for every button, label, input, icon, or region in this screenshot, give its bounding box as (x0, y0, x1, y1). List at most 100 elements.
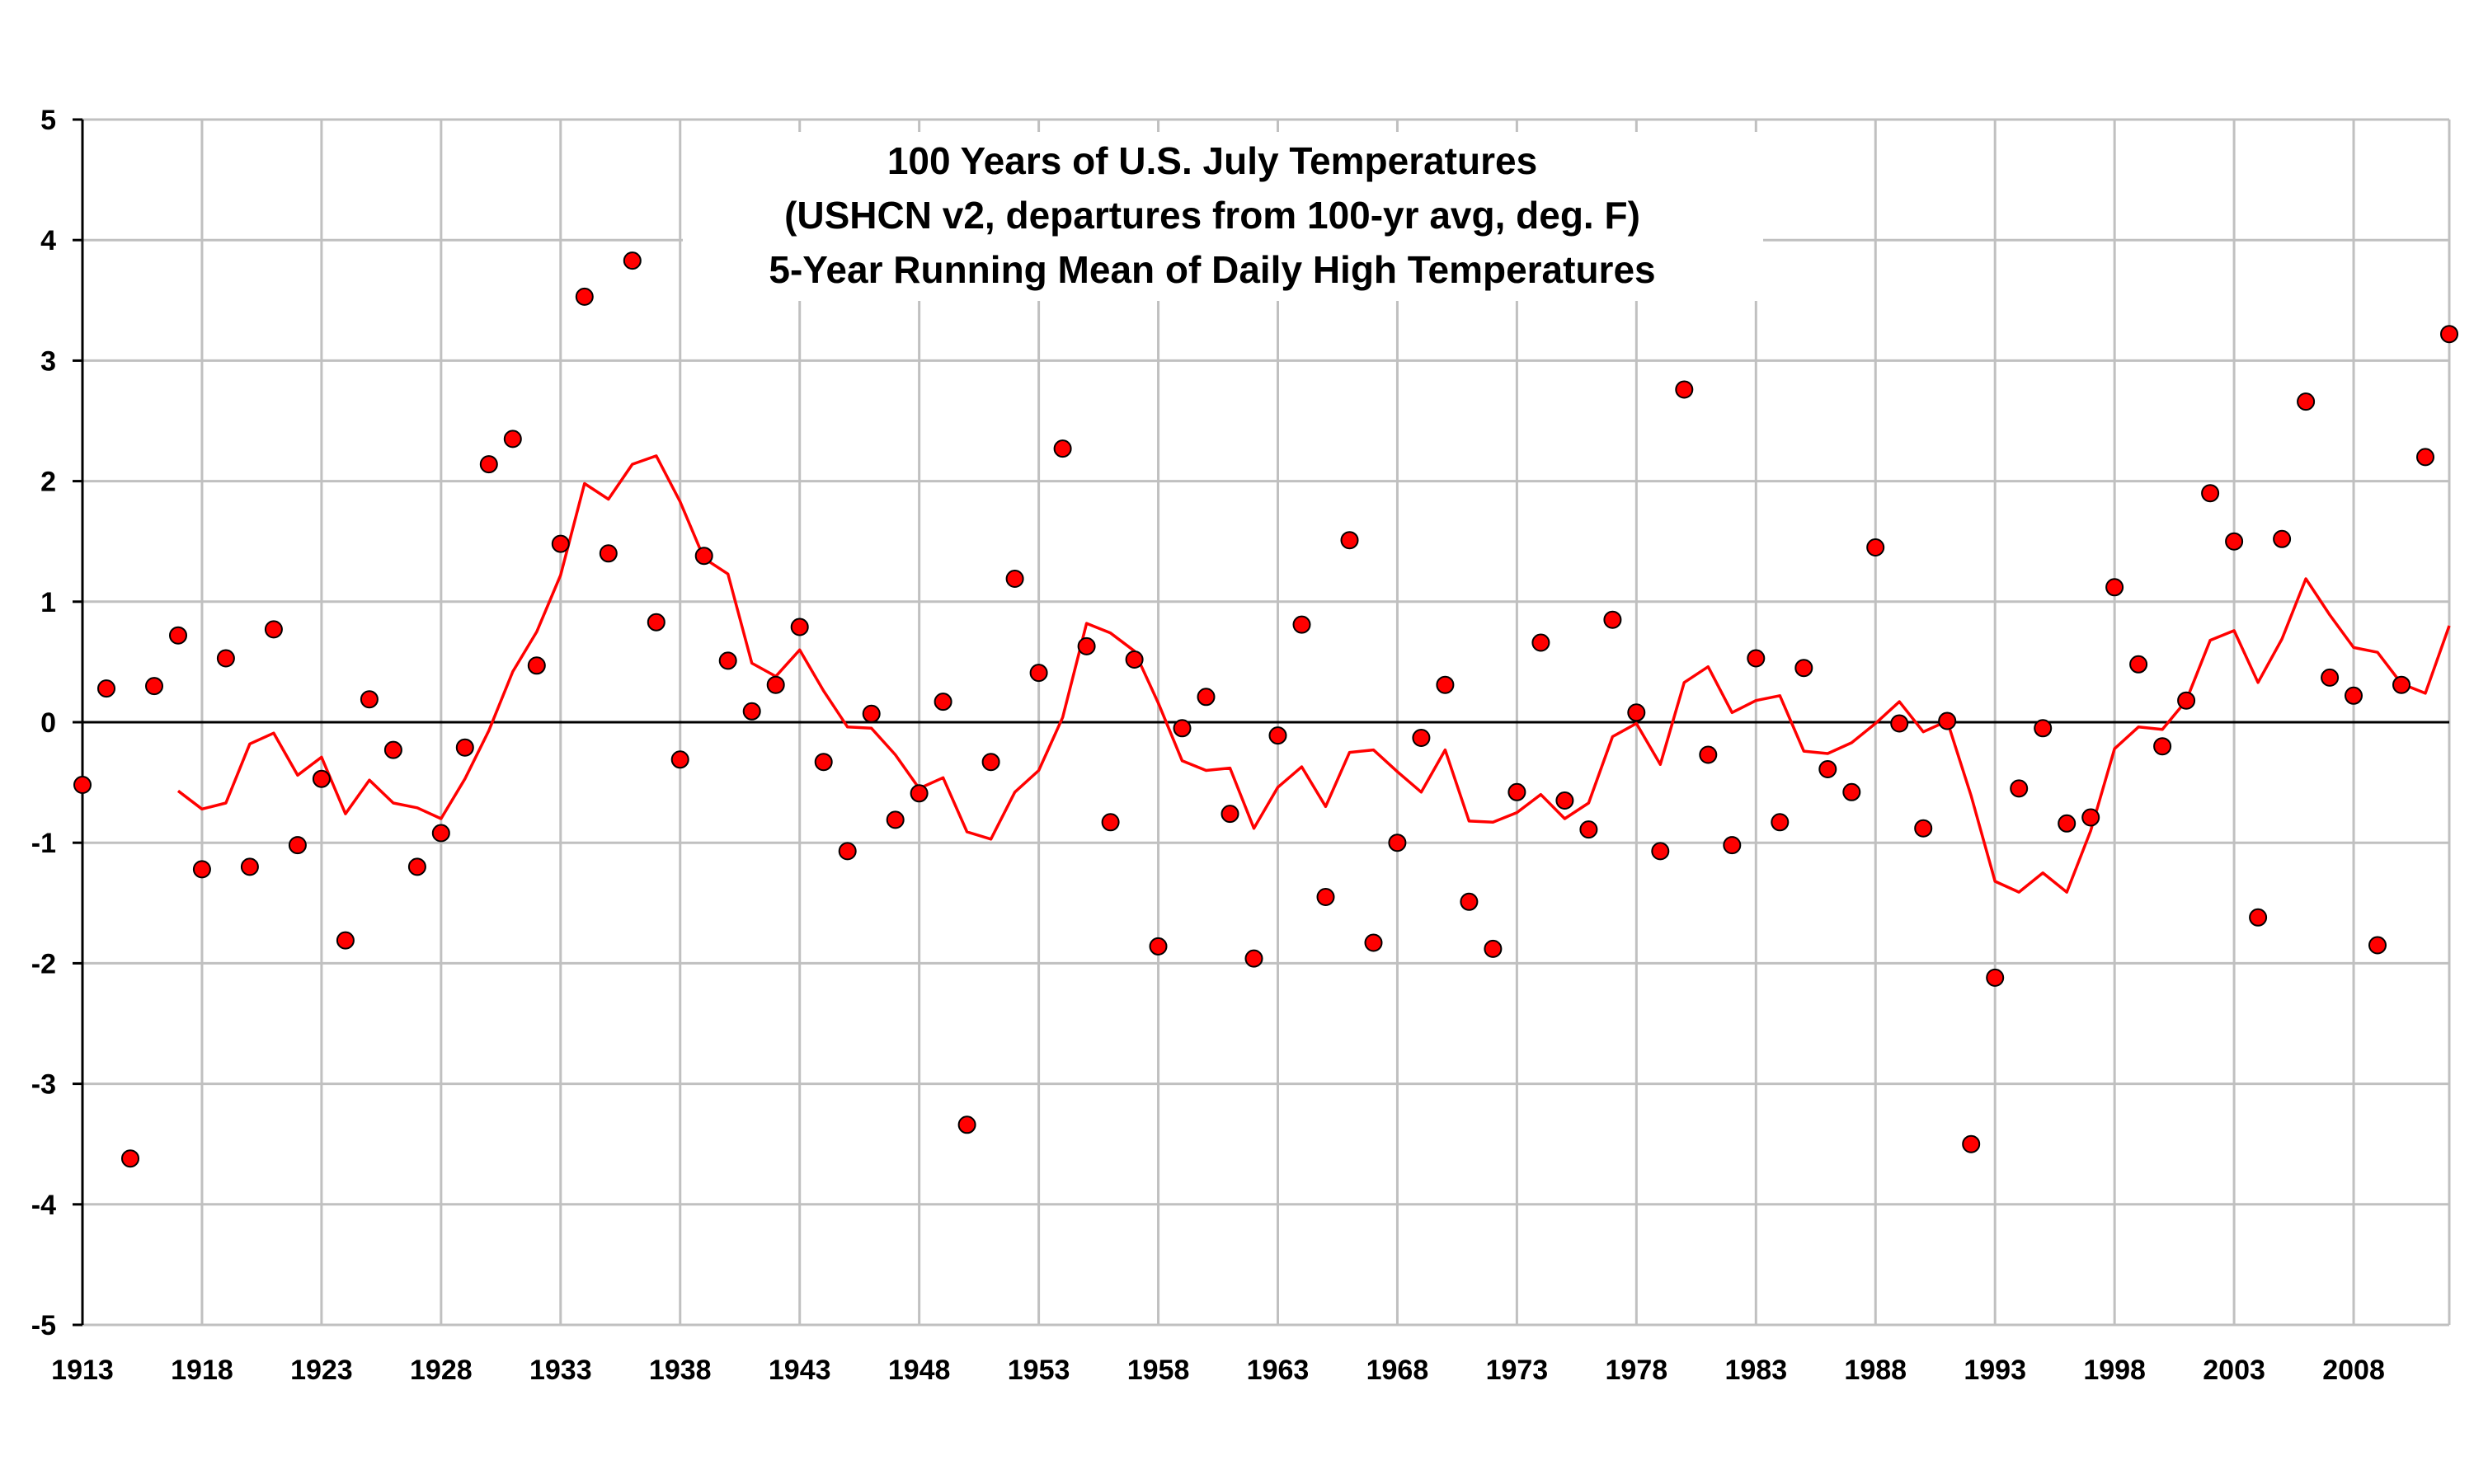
data-point (407, 857, 426, 876)
x-tick-label: 1933 (529, 1355, 592, 1386)
data-point (2058, 814, 2077, 833)
data-point (455, 738, 474, 757)
data-point (1149, 937, 1168, 956)
data-point (2201, 484, 2220, 503)
data-point (2249, 908, 2268, 927)
data-point (718, 651, 737, 670)
data-point (1244, 949, 1263, 968)
x-tick-label: 1988 (1844, 1355, 1907, 1386)
data-point (1842, 782, 1861, 801)
data-point (1818, 760, 1837, 778)
data-point (360, 690, 379, 709)
data-point (169, 626, 187, 645)
x-tick-label: 1913 (51, 1355, 114, 1386)
x-tick-label: 1998 (2083, 1355, 2146, 1386)
data-point (1101, 813, 1120, 832)
data-point (742, 702, 761, 721)
data-point (862, 704, 881, 723)
data-point (1771, 813, 1790, 832)
data-point (2321, 668, 2340, 687)
data-point (814, 753, 833, 772)
data-point (1794, 659, 1813, 678)
y-tick-label: -3 (31, 1069, 56, 1101)
data-point (1507, 782, 1526, 801)
data-point (1412, 729, 1431, 747)
data-point (1866, 538, 1885, 556)
y-tick-label: 1 (40, 587, 56, 618)
running-mean-line (176, 454, 2451, 894)
data-point (981, 753, 1000, 772)
data-point (1197, 688, 1216, 707)
y-tick-label: 3 (40, 345, 56, 377)
data-point (145, 677, 163, 696)
data-point (1173, 719, 1192, 738)
data-point (1962, 1134, 1981, 1153)
x-tick-label: 1953 (1008, 1355, 1070, 1386)
data-point (1699, 745, 1718, 764)
x-tick-label: 1918 (171, 1355, 233, 1386)
data-point (599, 544, 618, 563)
data-point (1268, 726, 1287, 745)
x-tick-label: 1978 (1606, 1355, 1668, 1386)
x-tick-labels: 1913 1918 1923 1928 1933 1938 1943 1948 1953 1958… (51, 1355, 2385, 1386)
x-tick-label: 1968 (1366, 1355, 1429, 1386)
data-point (2368, 936, 2387, 955)
data-point (192, 860, 211, 879)
data-point (647, 613, 666, 632)
data-point (551, 534, 570, 553)
x-tick-label: 1943 (769, 1355, 831, 1386)
data-point (2440, 325, 2458, 344)
data-point (838, 842, 857, 861)
chart-title-line-1: 100 Years of U.S. July Temperatures (887, 139, 1537, 182)
data-point (1316, 888, 1335, 906)
data-point (886, 810, 905, 829)
data-point (1914, 819, 1933, 838)
x-tick-label: 1983 (1724, 1355, 1787, 1386)
data-point (1125, 650, 1144, 669)
data-point (1340, 531, 1359, 550)
data-point (1723, 836, 1742, 855)
data-point (1436, 675, 1455, 694)
y-tick-labels: 5 4 3 2 1 0 -1 -2 -3 -4 -5 (31, 105, 56, 1341)
data-point (575, 287, 594, 306)
data-point (336, 931, 355, 950)
data-point (1651, 842, 1670, 861)
x-tick-label: 2008 (2322, 1355, 2385, 1386)
data-point (1077, 636, 1096, 655)
data-point (479, 455, 498, 474)
data-point (527, 656, 546, 675)
x-tick-label: 2003 (2203, 1355, 2265, 1386)
data-point (2177, 691, 2196, 710)
data-point (1579, 820, 1598, 839)
data-point (288, 836, 307, 855)
data-point (910, 784, 929, 803)
data-point (383, 740, 402, 759)
data-point (1053, 439, 1072, 458)
data-point (2081, 808, 2100, 827)
y-tick-label: -1 (31, 828, 56, 859)
data-point (2153, 737, 2172, 756)
x-tick-label: 1993 (1964, 1355, 2026, 1386)
y-tick-label: 0 (40, 707, 56, 739)
x-tick-label: 1938 (649, 1355, 712, 1386)
data-point (2010, 779, 2029, 798)
data-point (503, 430, 522, 448)
data-point (2105, 578, 2124, 597)
x-tick-label: 1973 (1486, 1355, 1549, 1386)
x-tick-label: 1963 (1247, 1355, 1310, 1386)
data-point (670, 750, 689, 769)
data-point (1627, 703, 1646, 722)
data-point (312, 769, 331, 788)
y-tick-label: 2 (40, 467, 56, 498)
title-box (683, 132, 1763, 301)
data-point (1675, 380, 1694, 399)
data-point (766, 675, 785, 694)
data-point (431, 824, 450, 843)
data-points (73, 251, 2458, 1168)
data-point (2129, 655, 2148, 674)
data-point (694, 547, 713, 566)
data-point (1364, 933, 1383, 952)
y-tick-label: 4 (40, 225, 56, 256)
data-point (97, 679, 115, 698)
